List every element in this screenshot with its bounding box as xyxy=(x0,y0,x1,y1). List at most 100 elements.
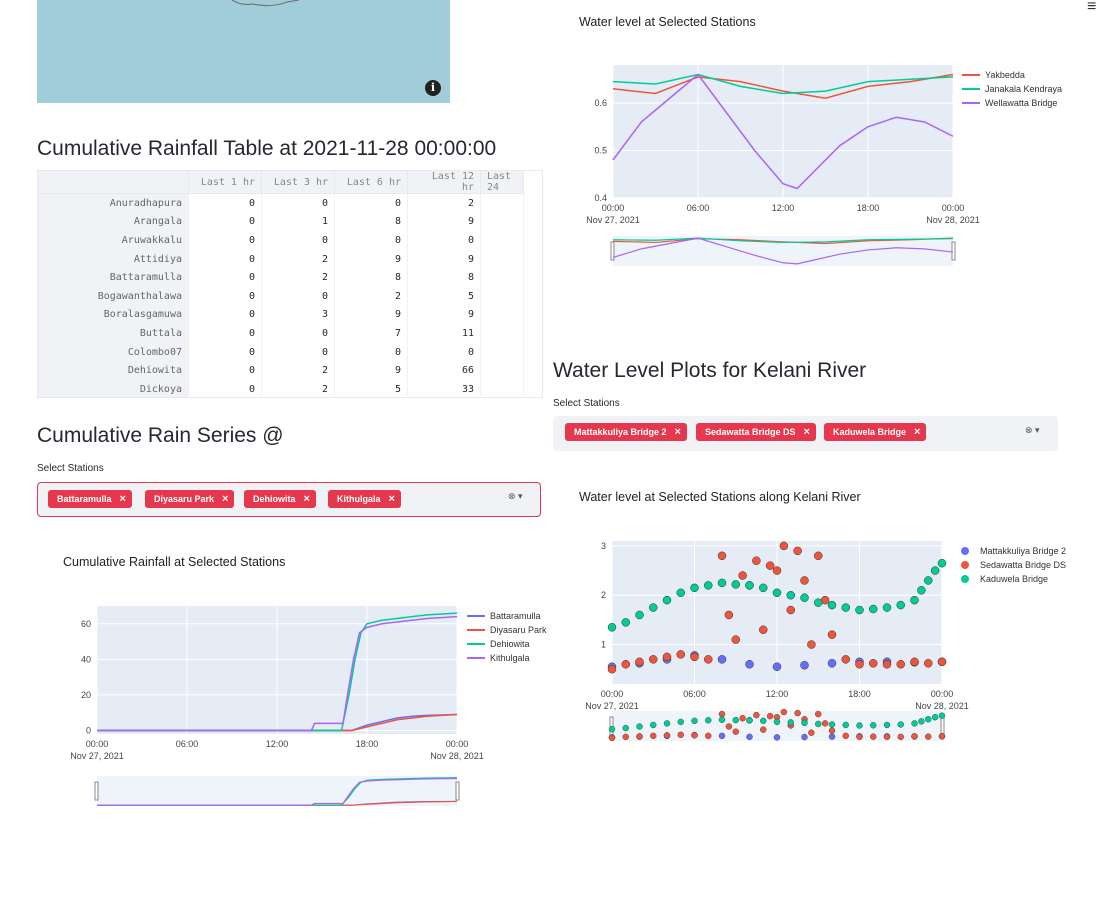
table-cell: 8 xyxy=(407,268,481,287)
data-point xyxy=(704,581,713,590)
series-line xyxy=(97,612,458,732)
map-info-icon[interactable]: i xyxy=(425,80,441,96)
series-line xyxy=(612,73,954,190)
table-row: Anuradhapura 0 0 0 2 xyxy=(38,193,524,213)
series-line xyxy=(612,73,954,95)
series-line xyxy=(97,615,458,732)
data-point xyxy=(676,588,685,598)
table-cell xyxy=(480,212,524,232)
range-slider-point xyxy=(794,709,801,717)
range-slider-point xyxy=(636,723,643,730)
table-cell: 0 xyxy=(188,193,262,213)
range-slider-point xyxy=(938,733,946,740)
range-slider-point xyxy=(718,732,726,740)
table-cell: 0 xyxy=(261,324,335,343)
x-tick-label: 00:00 xyxy=(601,689,624,699)
series-line xyxy=(612,73,954,100)
table-column-header[interactable]: Last 3 hr xyxy=(261,171,335,194)
chip-remove-icon[interactable]: × xyxy=(222,493,229,505)
station-chip[interactable]: Battaramulla × xyxy=(48,490,132,508)
table-cell: 5 xyxy=(407,286,481,306)
chip-label: Diyasaru Park xyxy=(154,494,215,504)
chip-remove-icon[interactable]: × xyxy=(674,426,681,438)
table-cell: 0 xyxy=(407,231,481,250)
chip-remove-icon[interactable]: × xyxy=(803,426,810,438)
table-cell: 2 xyxy=(261,268,335,287)
table-cell: 0 xyxy=(261,193,335,213)
chip-remove-icon[interactable]: × xyxy=(914,426,921,438)
water-level-chart[interactable]: 0.4 0.5 0.6 00:00 Nov 27, 2021 06:00 12:00 18:0… xyxy=(560,55,1080,275)
chip-label: Kithulgala xyxy=(337,494,381,504)
data-point xyxy=(635,610,644,620)
station-chip[interactable]: Diyasaru Park × xyxy=(145,490,235,508)
y-tick-label: 1 xyxy=(601,640,606,650)
table-row-header: Colombo07 xyxy=(38,342,189,362)
station-chip[interactable]: Kithulgala × xyxy=(328,490,401,508)
chip-remove-icon[interactable]: × xyxy=(388,493,395,505)
legend-entry: Wellawatta Bridge xyxy=(985,98,1057,108)
range-slider-handle xyxy=(951,241,956,261)
x-tick-label: 18:00 xyxy=(857,203,880,213)
range-slider-line xyxy=(97,800,458,806)
x-tick-date-label: Nov 28, 2021 xyxy=(926,215,980,225)
range-slider-point xyxy=(856,722,863,729)
range-slider-point xyxy=(705,717,712,724)
legend-marker xyxy=(961,547,969,555)
rainfall-table[interactable]: Last 1 hr Last 3 hr Last 6 hr Last 12 hr Las… xyxy=(37,170,543,398)
data-point xyxy=(752,556,761,565)
hamburger-menu-icon[interactable]: ≡ xyxy=(1087,0,1097,15)
range-slider-point xyxy=(815,710,822,718)
range-slider-point xyxy=(636,733,643,740)
table-cell: 9 xyxy=(334,361,408,380)
cumulative-rainfall-chart[interactable]: 0 20 40 60 00:00 Nov 27, 2021 06:00 12:00 18:00 0… xyxy=(60,598,560,810)
table-cell xyxy=(480,286,524,306)
series-line xyxy=(97,713,458,732)
data-point xyxy=(621,618,630,627)
table-cell: 0 xyxy=(334,231,408,250)
clear-and-dropdown-icons[interactable]: ⊗ ▾ xyxy=(1025,425,1040,435)
table-cell: 0 xyxy=(188,231,262,250)
chip-remove-icon[interactable]: × xyxy=(119,493,126,505)
range-slider-point xyxy=(608,734,616,742)
clear-and-dropdown-icons[interactable]: ⊗ ▾ xyxy=(508,491,523,501)
rain-station-multiselect[interactable]: ⊗ ▾ Battaramulla × Diyasaru Park × Dehiowita… xyxy=(37,482,541,517)
range-slider-point xyxy=(677,718,684,726)
station-chip[interactable]: Dehiowita × xyxy=(244,490,316,508)
station-map[interactable] xyxy=(37,0,450,103)
data-point xyxy=(649,603,658,612)
data-point xyxy=(896,660,905,669)
table-cell: 2 xyxy=(261,379,335,397)
range-slider-point xyxy=(808,729,815,736)
rainfall-dataframe: Last 1 hr Last 3 hr Last 6 hr Last 12 hr Las… xyxy=(38,171,524,397)
chip-remove-icon[interactable]: × xyxy=(303,493,310,505)
range-slider-point xyxy=(705,732,712,740)
table-column-header[interactable]: Last 12 hr xyxy=(407,171,481,194)
data-point xyxy=(841,603,850,612)
range-slider-point xyxy=(883,733,891,741)
table-cell: 2 xyxy=(261,249,335,269)
data-point xyxy=(745,660,754,669)
station-chip[interactable]: Kaduwela Bridge × xyxy=(824,423,927,441)
table-cell: 0 xyxy=(334,193,408,213)
station-chip[interactable]: Mattakkuliya Bridge 2 × xyxy=(565,423,687,441)
data-point xyxy=(910,657,919,667)
y-tick-label: 0.5 xyxy=(594,146,607,156)
kelani-water-level-chart[interactable]: 1 2 3 00:00 Nov 27, 2021 06:00 12:00 18:00 00:00… xyxy=(585,535,1085,745)
table-cell: 1 xyxy=(261,212,335,232)
range-slider-point xyxy=(828,733,836,740)
table-row-header: Battaramulla xyxy=(38,268,189,287)
data-point xyxy=(759,625,768,635)
table-column-header[interactable]: Last 6 hr xyxy=(334,171,408,194)
range-slider-point xyxy=(663,720,671,727)
station-chip[interactable]: Sedawatta Bridge DS × xyxy=(696,423,816,441)
data-point xyxy=(704,655,713,664)
table-column-header[interactable]: Last 1 hr xyxy=(188,171,262,194)
kelani-station-multiselect[interactable]: ⊗ ▾ Mattakkuliya Bridge 2 × Sedawatta Brid… xyxy=(553,416,1058,451)
data-point xyxy=(855,660,864,669)
chip-label: Sedawatta Bridge DS xyxy=(705,427,796,437)
table-row-header: Anuradhapura xyxy=(38,193,189,213)
chip-label: Battaramulla xyxy=(57,494,112,504)
data-point xyxy=(772,566,782,575)
table-column-header[interactable]: Last 24 xyxy=(480,171,524,194)
range-slider-point xyxy=(718,716,726,723)
